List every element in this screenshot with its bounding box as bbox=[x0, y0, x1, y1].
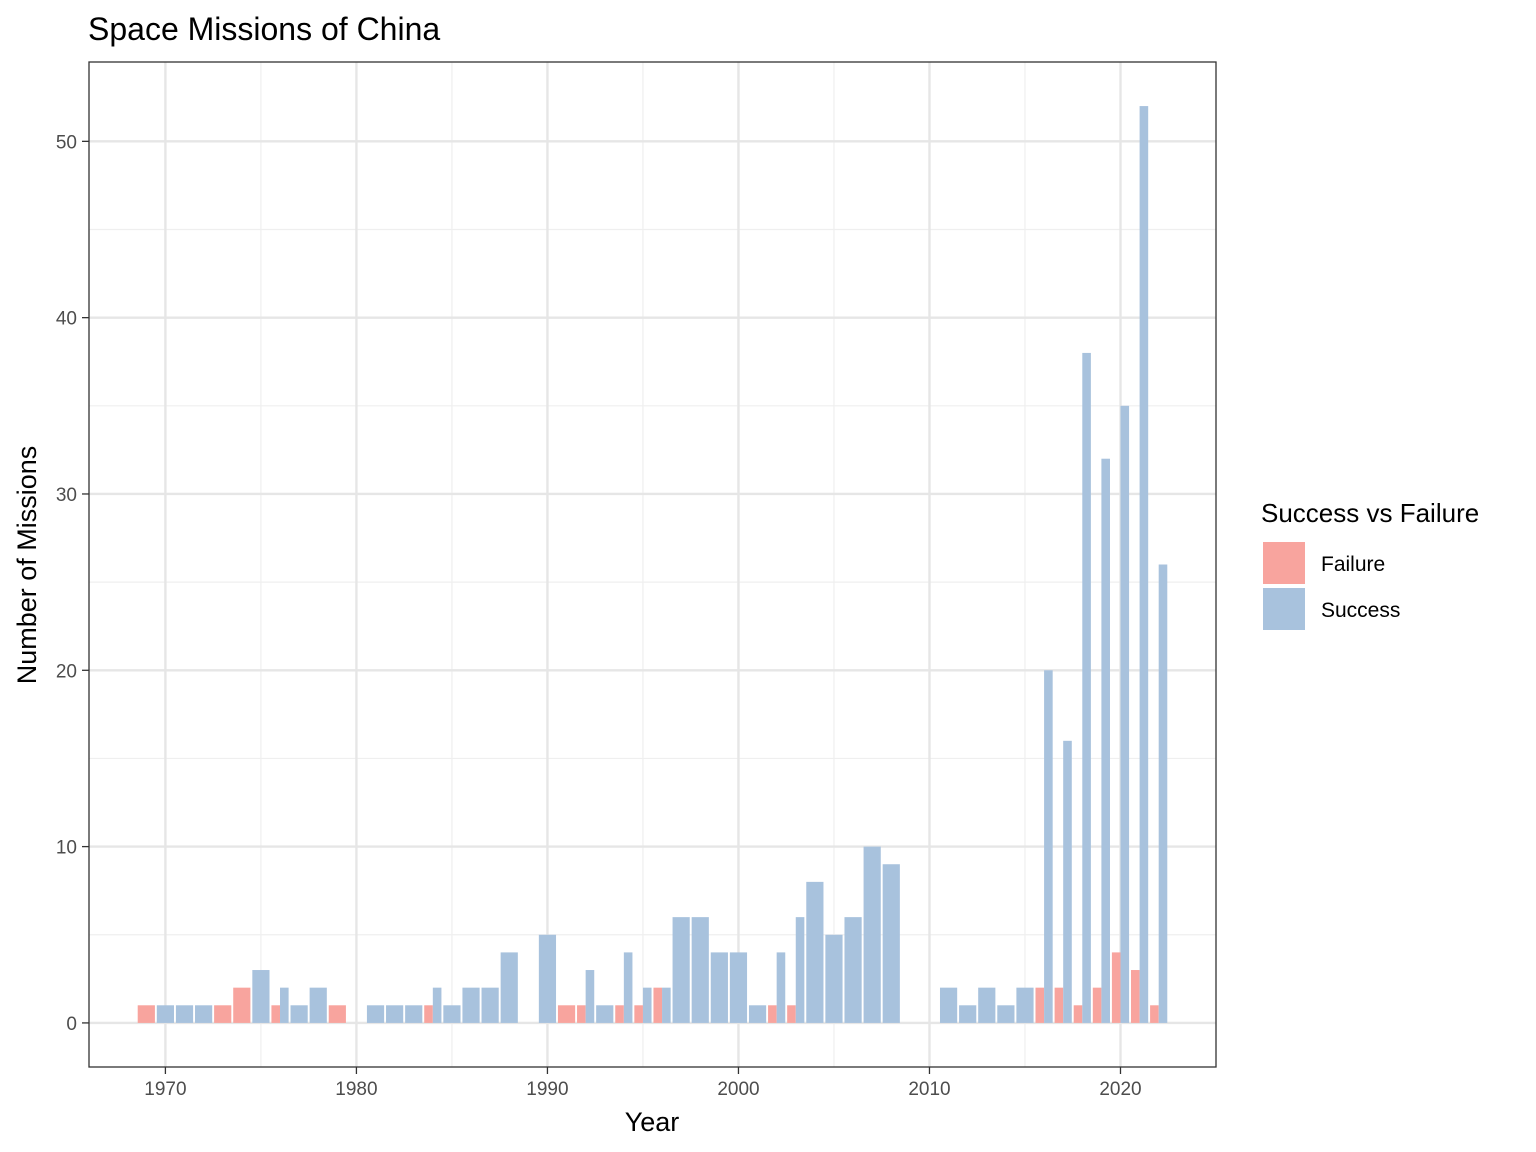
x-tick-label: 2020 bbox=[1099, 1079, 1141, 1100]
bar-success-2015 bbox=[1016, 987, 1034, 1023]
bar-success-2005 bbox=[825, 934, 843, 1023]
bar-failure-2002 bbox=[768, 1005, 777, 1023]
bar-success-1982 bbox=[386, 1005, 404, 1023]
grid bbox=[89, 62, 1217, 1067]
bar-failure-1994 bbox=[615, 1005, 624, 1023]
bar-success-2007 bbox=[863, 846, 881, 1023]
bar-success-1975 bbox=[252, 970, 270, 1023]
y-tick-label: 40 bbox=[56, 309, 77, 330]
legend-label-success: Success bbox=[1321, 599, 1400, 622]
bar-success-2014 bbox=[997, 1005, 1015, 1023]
bar-failure-1974 bbox=[233, 987, 251, 1023]
bar-success-2022 bbox=[1158, 564, 1168, 1023]
legend-label-failure: Failure bbox=[1321, 553, 1385, 576]
bar-failure-2018 bbox=[1073, 1005, 1083, 1023]
bar-success-1988 bbox=[500, 952, 518, 1023]
bar-success-1984 bbox=[432, 987, 442, 1023]
bar-success-2018 bbox=[1082, 352, 1091, 1023]
bar-failure-2022 bbox=[1150, 1005, 1159, 1023]
bar-success-1981 bbox=[366, 1005, 385, 1023]
bar-success-2011 bbox=[939, 987, 958, 1023]
bar-success-1996 bbox=[662, 987, 671, 1023]
bar-success-1987 bbox=[481, 987, 499, 1023]
x-tick-label: 1970 bbox=[144, 1079, 186, 1100]
axis-ticks: 1970 1980 1990 2000 2010 2020 0 10 20 30 40 50 bbox=[56, 132, 1142, 1100]
bar-success-1995 bbox=[642, 987, 652, 1023]
bar-success-2002 bbox=[776, 952, 786, 1023]
bar-failure-2020 bbox=[1111, 952, 1121, 1023]
y-tick-label: 30 bbox=[56, 485, 77, 506]
bar-success-1997 bbox=[672, 917, 690, 1023]
bar-success-2000 bbox=[729, 952, 748, 1023]
y-tick-label: 20 bbox=[56, 661, 77, 682]
bar-success-1978 bbox=[309, 987, 327, 1023]
bar-failure-1984 bbox=[424, 1005, 433, 1023]
bar-success-1970 bbox=[156, 1005, 175, 1023]
bar-success-1971 bbox=[175, 1005, 194, 1023]
bar-success-1977 bbox=[290, 1005, 308, 1023]
bar-failure-1991 bbox=[557, 1005, 576, 1023]
bar-failure-1976 bbox=[271, 1005, 281, 1023]
bar-success-2006 bbox=[844, 917, 862, 1023]
x-tick-label: 2010 bbox=[908, 1079, 950, 1100]
bar-success-1983 bbox=[405, 1005, 423, 1023]
bar-success-2017 bbox=[1063, 740, 1072, 1023]
y-axis-title: Number of Missions bbox=[12, 446, 42, 685]
bar-success-2004 bbox=[806, 881, 824, 1023]
legend-key-success bbox=[1263, 588, 1305, 630]
bar-failure-2021 bbox=[1130, 970, 1140, 1023]
bar-success-1990 bbox=[538, 934, 557, 1023]
y-tick-label: 0 bbox=[66, 1014, 77, 1035]
bar-failure-1995 bbox=[634, 1005, 643, 1023]
legend: Success vs Failure Failure Success bbox=[1261, 498, 1479, 630]
bar-success-1994 bbox=[623, 952, 633, 1023]
bars bbox=[137, 106, 1168, 1023]
legend-key-failure bbox=[1263, 542, 1305, 584]
bar-failure-2003 bbox=[787, 1005, 796, 1023]
bar-success-1999 bbox=[710, 952, 728, 1023]
bar-success-2020 bbox=[1120, 405, 1130, 1023]
bar-success-2019 bbox=[1101, 458, 1110, 1023]
bar-success-1992 bbox=[585, 970, 595, 1023]
x-axis-title: Year bbox=[625, 1107, 680, 1137]
bar-failure-2016 bbox=[1035, 987, 1045, 1023]
bar-failure-1973 bbox=[214, 1005, 232, 1023]
bar-success-2012 bbox=[959, 1005, 977, 1023]
bar-failure-1979 bbox=[328, 1005, 346, 1023]
bar-success-2003 bbox=[795, 917, 805, 1023]
y-tick-label: 50 bbox=[56, 132, 77, 153]
bar-failure-1969 bbox=[137, 1005, 155, 1023]
bar-success-2013 bbox=[978, 987, 996, 1023]
bar-success-2008 bbox=[882, 864, 900, 1023]
bar-success-2021 bbox=[1139, 106, 1149, 1023]
bar-success-1986 bbox=[462, 987, 480, 1023]
bar-success-1972 bbox=[195, 1005, 213, 1023]
bar-success-2016 bbox=[1044, 670, 1053, 1023]
x-tick-label: 2000 bbox=[717, 1079, 759, 1100]
bar-failure-1996 bbox=[653, 987, 663, 1023]
y-tick-label: 10 bbox=[56, 838, 77, 859]
bar-success-1993 bbox=[596, 1005, 614, 1023]
chart-title: Space Missions of China bbox=[88, 11, 440, 47]
x-tick-label: 1980 bbox=[335, 1079, 377, 1100]
bar-failure-1992 bbox=[577, 1005, 586, 1023]
legend-title: Success vs Failure bbox=[1261, 498, 1479, 528]
panel-border bbox=[88, 61, 1217, 1068]
bar-success-1985 bbox=[443, 1005, 461, 1023]
bar-success-1998 bbox=[691, 917, 709, 1023]
x-tick-label: 1990 bbox=[526, 1079, 568, 1100]
bar-failure-2019 bbox=[1092, 987, 1102, 1023]
bar-success-1976 bbox=[280, 987, 289, 1023]
bar-success-2001 bbox=[748, 1005, 767, 1023]
bar-failure-2017 bbox=[1054, 987, 1064, 1023]
